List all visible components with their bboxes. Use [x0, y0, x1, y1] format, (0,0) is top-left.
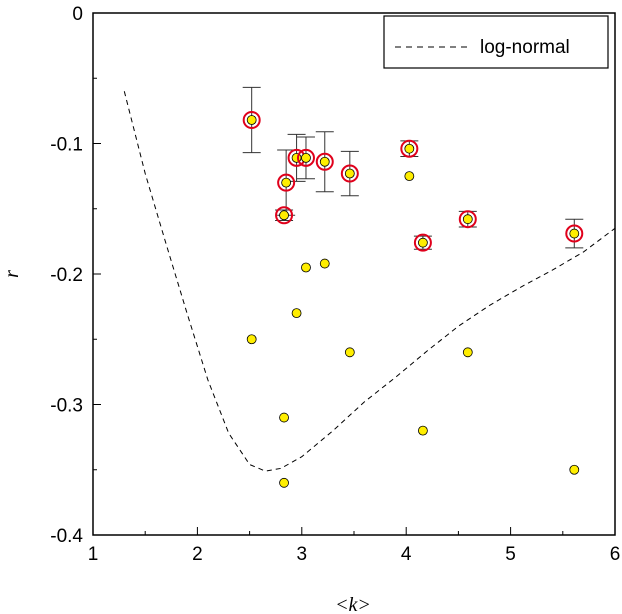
measured-point — [291, 152, 302, 163]
legend-box — [383, 15, 609, 69]
measured-point — [462, 214, 473, 225]
measured-point-ring — [413, 233, 432, 252]
measured-point — [319, 156, 330, 167]
model-point — [462, 347, 473, 358]
x-tick-label: 2 — [192, 544, 203, 565]
measured-point — [569, 228, 580, 239]
model-point — [279, 477, 289, 488]
measured-point-ring — [275, 206, 294, 225]
measured-point — [279, 210, 289, 221]
measured-point-ring — [565, 224, 584, 243]
y-axis-label: r — [1, 270, 23, 278]
y-tick-label: -0.1 — [50, 135, 83, 156]
x-tick-label: 3 — [297, 544, 308, 565]
model-point — [418, 425, 428, 436]
model-point — [319, 258, 330, 269]
model-point — [279, 412, 289, 423]
measured-point-ring — [340, 164, 359, 183]
measured-point — [281, 177, 292, 188]
measured-point — [404, 143, 415, 154]
x-tick-label: 1 — [88, 544, 99, 565]
model-point — [404, 171, 415, 182]
measured-point — [344, 168, 355, 179]
model-point — [569, 464, 580, 475]
y-tick-label: 0 — [72, 4, 83, 25]
model-point — [291, 308, 302, 319]
measured-point-ring — [400, 139, 419, 158]
model-point — [344, 347, 355, 358]
x-axis-label: <k> — [335, 594, 371, 614]
x-tick-label: 6 — [610, 544, 621, 565]
model-point — [301, 262, 311, 273]
measured-point-ring — [296, 148, 315, 167]
measured-point-ring — [315, 152, 334, 171]
y-tick-label: -0.4 — [50, 526, 83, 547]
measured-point-ring — [242, 111, 261, 130]
log-normal-curve — [123, 91, 616, 472]
measured-point-ring — [458, 210, 477, 229]
legend-label: log-normal — [480, 37, 570, 58]
x-tick-label: 4 — [401, 544, 412, 565]
measured-point-ring — [277, 173, 296, 192]
y-tick-label: -0.2 — [50, 265, 83, 286]
measured-point — [301, 152, 311, 163]
x-tick-label: 5 — [505, 544, 516, 565]
plot-frame — [92, 12, 616, 536]
measured-point — [246, 115, 257, 125]
y-tick-label: -0.3 — [50, 396, 83, 417]
measured-point — [418, 237, 428, 248]
legend: log-normal — [383, 15, 609, 69]
model-point — [246, 334, 257, 345]
